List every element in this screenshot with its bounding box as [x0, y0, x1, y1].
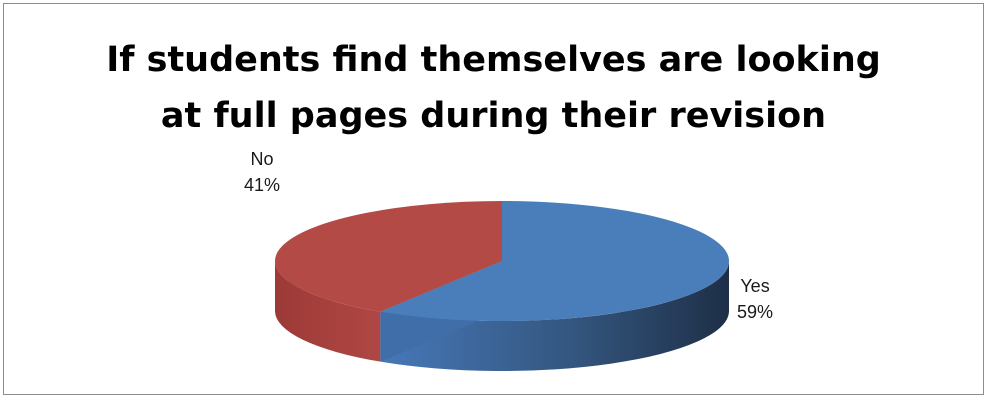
chart-title-line-1: If students find themselves are looking: [106, 40, 881, 80]
slice-label-no: No 41%: [244, 146, 280, 198]
slice-label-yes-category: Yes: [740, 276, 770, 296]
pie-chart: [275, 201, 730, 371]
chart-title-line-2: at full pages during their revision: [160, 96, 827, 136]
chart-frame: If students find themselves are looking …: [3, 3, 984, 395]
chart-title: If students find themselves are looking …: [4, 32, 983, 144]
slice-label-yes-value: 59%: [737, 302, 774, 322]
slice-label-no-category: No: [250, 149, 274, 169]
slice-label-yes: Yes 59%: [737, 273, 773, 325]
slice-label-no-value: 41%: [244, 175, 281, 195]
slice-yes-top: [380, 201, 730, 321]
slice-no-top: [275, 201, 502, 312]
slice-no-side: [275, 261, 381, 362]
slice-yes-side: [380, 261, 729, 371]
